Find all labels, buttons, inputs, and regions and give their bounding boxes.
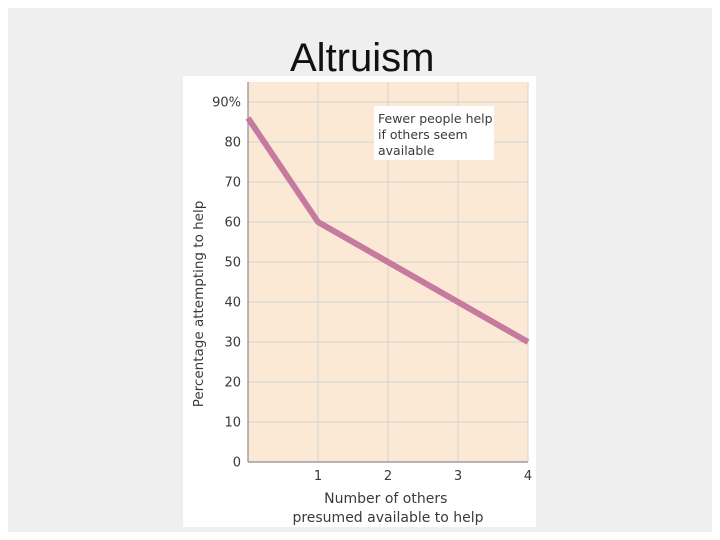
y-tick-label: 10 (224, 416, 241, 431)
slide-title: Altruism (290, 36, 435, 80)
x-tick-label: 3 (454, 469, 462, 484)
y-tick-label: 70 (224, 176, 241, 191)
y-tick-label: 60 (224, 216, 241, 231)
x-tick-label: 4 (524, 469, 532, 484)
x-tick-label: 2 (384, 469, 392, 484)
data-series (245, 116, 530, 345)
annotation-line-1: Fewer people help (378, 111, 493, 126)
y-tick-label: 40 (224, 296, 241, 311)
annotation-line-3: available (378, 143, 435, 158)
annotation-background (374, 106, 494, 160)
y-tick-labels: 0 10 20 30 40 50 60 70 80 90% (212, 96, 241, 471)
annotation-box: Fewer people help if others seem availab… (374, 106, 497, 160)
x-tick-labels: 1 2 3 4 (314, 469, 532, 484)
axes (247, 82, 528, 463)
y-tick-label: 20 (224, 376, 241, 391)
y-axis-label: Percentage attempting to help (191, 201, 207, 408)
x-axis-label-line-2: presumed available to help (292, 510, 483, 526)
annotation-text: Fewer people help if others seem availab… (378, 111, 497, 158)
annotation-line-2: if others seem (378, 127, 468, 142)
chart-figure: 0 10 20 30 40 50 60 70 80 90% 1 2 3 4 Fewer people h… (183, 76, 536, 527)
y-tick-label: 90% (212, 96, 241, 111)
line-chart: 0 10 20 30 40 50 60 70 80 90% 1 2 3 4 Fewer people h… (191, 82, 532, 526)
y-tick-label: 80 (224, 136, 241, 151)
y-tick-label: 50 (224, 256, 241, 271)
y-tick-label: 30 (224, 336, 241, 351)
y-tick-label: 0 (233, 456, 241, 471)
x-axis-label-line-1: Number of others (324, 491, 447, 507)
x-axis-label: Number of others presumed available to h… (292, 491, 483, 526)
x-tick-label: 1 (314, 469, 322, 484)
